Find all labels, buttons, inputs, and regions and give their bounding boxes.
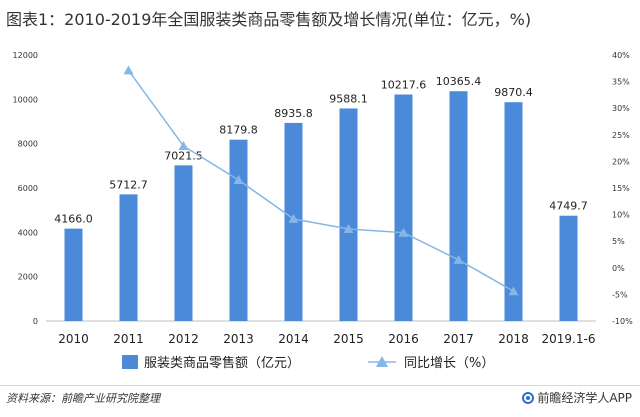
brand: 前瞻经济学人APP: [522, 389, 632, 406]
bar-data-label: 4749.7: [549, 200, 588, 213]
bar: [394, 94, 413, 322]
y-right-tick-label: 30%: [612, 104, 630, 113]
bar: [119, 194, 138, 321]
growth-marker: [288, 213, 299, 223]
chart: 0 2000 4000 6000 8000 10000 12000 -10% -5% 0% 5% 10…: [13, 51, 634, 371]
x-tick-label: 2016: [388, 332, 419, 346]
y-right-tick-label: 25%: [612, 131, 630, 140]
y-left-tick-label: 0: [33, 317, 38, 326]
growth-marker: [233, 175, 244, 185]
legend-line-label: 同比增长（%）: [404, 356, 494, 371]
y-right-tick-label: 20%: [612, 157, 630, 166]
bar-data-label: 9870.4: [494, 86, 533, 99]
y-right-tick-label: 15%: [612, 184, 630, 193]
bar-data-label: 5712.7: [109, 178, 148, 191]
bar-data-label: 7021.5: [164, 149, 203, 162]
bar: [229, 139, 248, 321]
y-right-tick-label: 5%: [612, 237, 625, 246]
footer-divider: [0, 385, 640, 386]
y-right-tick-label: -10%: [612, 317, 633, 326]
growth-marker: [123, 65, 134, 75]
x-tick-label: 2019.1-6: [542, 332, 596, 346]
brand-logo-icon: [522, 391, 535, 404]
bar-data-label: 4166.0: [54, 213, 93, 226]
y-left-tick-label: 4000: [18, 228, 38, 237]
y-left-tick-label: 8000: [18, 140, 38, 149]
x-tick-label: 2018: [498, 332, 529, 346]
y-right-tick-label: -5%: [612, 290, 628, 299]
bar: [449, 91, 468, 321]
y-right-tick-label: 10%: [612, 211, 630, 220]
y-left-tick-label: 10000: [13, 95, 38, 104]
bar-data-label: 8179.8: [219, 124, 258, 137]
bar: [559, 215, 578, 321]
y-left-tick-label: 6000: [18, 184, 38, 193]
growth-marker: [343, 223, 354, 233]
bar-data-label: 9588.1: [329, 92, 368, 105]
x-tick-label: 2013: [223, 332, 254, 346]
x-tick-label: 2010: [58, 332, 89, 346]
growth-line: [127, 69, 514, 292]
x-tick-label: 2015: [333, 332, 364, 346]
growth-marker: [453, 254, 464, 264]
legend-line-marker: [376, 356, 388, 367]
y-right-tick-label: 0%: [612, 264, 625, 273]
y-left-tick-label: 12000: [13, 51, 38, 60]
growth-marker: [508, 286, 519, 296]
y-right-tick-label: 40%: [612, 51, 630, 60]
growth-marker: [178, 140, 189, 150]
legend-bar-swatch: [122, 355, 138, 369]
bar: [174, 165, 193, 321]
bar-data-label: 10365.4: [436, 75, 482, 88]
bar-data-label: 8935.8: [274, 107, 313, 120]
growth-marker: [398, 227, 409, 237]
y-right-tick-label: 35%: [612, 78, 630, 87]
x-tick-label: 2014: [278, 332, 309, 346]
y-left-tick-label: 2000: [18, 273, 38, 282]
legend-bar-label: 服装类商品零售额（亿元）: [144, 355, 300, 371]
brand-name: 前瞻经济学人APP: [537, 391, 632, 405]
x-tick-label: 2011: [113, 332, 144, 346]
source-note: 资料来源：前瞻产业研究院整理: [6, 392, 160, 405]
bar: [64, 228, 83, 321]
bar: [504, 102, 523, 321]
bar: [339, 108, 358, 322]
bar-data-label: 10217.6: [381, 79, 427, 92]
chart-title: 图表1：2010-2019年全国服装类商品零售额及增长情况(单位：亿元，%): [6, 10, 532, 29]
x-tick-label: 2017: [443, 332, 474, 346]
x-tick-label: 2012: [168, 332, 199, 346]
